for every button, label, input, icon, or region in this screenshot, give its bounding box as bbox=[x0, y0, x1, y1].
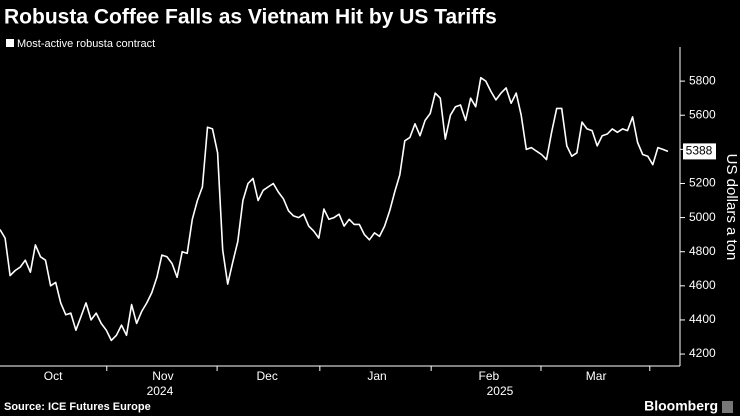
legend-label: Most-active robusta contract bbox=[17, 38, 155, 50]
x-tick-label: Feb bbox=[479, 369, 500, 383]
y-tick-label: 4600 bbox=[689, 278, 716, 292]
x-tick-label: Mar bbox=[586, 369, 607, 383]
y-axis-title: US dollars a ton bbox=[723, 154, 740, 261]
legend-swatch bbox=[6, 39, 14, 47]
chart-title: Robusta Coffee Falls as Vietnam Hit by U… bbox=[4, 6, 497, 29]
brand-icon bbox=[722, 401, 733, 413]
y-tick-label: 5600 bbox=[689, 107, 716, 121]
x-tick-label: Nov bbox=[152, 369, 173, 383]
x-year-label: 2024 bbox=[147, 384, 174, 398]
x-tick-label: Oct bbox=[44, 369, 63, 383]
y-tick-label: 5000 bbox=[689, 210, 716, 224]
last-value-box bbox=[683, 143, 716, 160]
line bbox=[0, 76, 669, 342]
y-tick-label: 5200 bbox=[689, 176, 716, 190]
x-year-label: 2025 bbox=[487, 384, 514, 398]
x-tick-label: Jan bbox=[367, 369, 386, 383]
last-value-label: 5388 bbox=[686, 144, 713, 158]
y-tick-label: 4800 bbox=[689, 244, 716, 258]
source: Source: ICE Futures Europe bbox=[4, 401, 151, 413]
y-tick-label: 4400 bbox=[689, 312, 716, 326]
y-tick-label: 4200 bbox=[689, 346, 716, 360]
x-tick-label: Dec bbox=[257, 369, 278, 383]
brand: Bloomberg bbox=[644, 398, 718, 414]
y-tick-label: 5800 bbox=[689, 73, 716, 87]
